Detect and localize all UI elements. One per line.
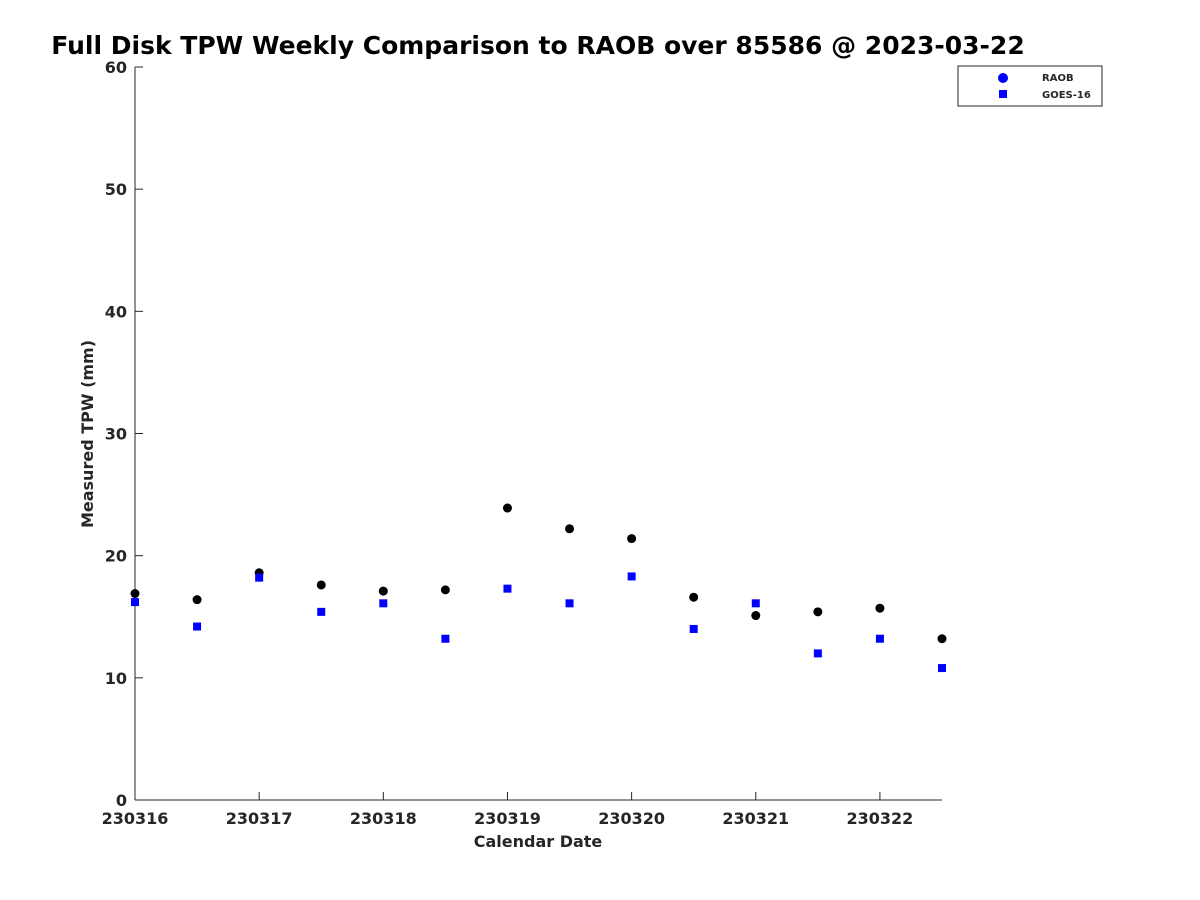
raob-point: [937, 634, 947, 644]
y-tick-label: 60: [105, 58, 127, 77]
goes-16-point: [503, 584, 512, 593]
y-tick-label: 20: [105, 547, 127, 566]
raob-point: [751, 611, 761, 621]
raob-point: [813, 607, 823, 617]
legend-goes-16-label: GOES-16: [1042, 90, 1091, 101]
y-tick-label: 50: [105, 180, 127, 199]
x-axis-label: Calendar Date: [474, 832, 603, 851]
x-tick-label: 230321: [722, 809, 789, 828]
goes-16-point: [255, 573, 264, 582]
raob-point: [627, 534, 637, 544]
legend-raob-marker: [998, 73, 1008, 83]
raob-point: [689, 592, 699, 602]
goes-16-point: [131, 598, 139, 607]
goes-16-point: [627, 572, 636, 581]
x-tick-label: 230322: [847, 809, 914, 828]
raob-point: [502, 503, 512, 513]
x-tick-label: 230319: [474, 809, 541, 828]
x-tick-label: 230316: [102, 809, 169, 828]
raob-point: [440, 585, 450, 595]
goes-16-point: [875, 634, 884, 643]
legend-box: [957, 65, 1103, 107]
y-ticks: 0 10 20 30 40 50 60: [105, 58, 143, 810]
goes-16-point: [565, 599, 574, 608]
goes-16-point: [938, 664, 946, 673]
series-goes-16: [131, 572, 946, 673]
y-axis-label: Measured TPW (mm): [78, 340, 97, 528]
series-raob: [130, 503, 947, 644]
x-ticks: 230316 230317 230318 230319 230320 230321 2303…: [102, 792, 914, 828]
goes-16-point: [317, 607, 326, 616]
raob-point: [565, 524, 575, 534]
goes-16-point: [751, 599, 760, 608]
y-tick-label: 10: [105, 669, 127, 688]
goes-16-point: [813, 649, 822, 658]
raob-point: [875, 603, 885, 613]
chart-title: Full Disk TPW Weekly Comparison to RAOB …: [51, 31, 1024, 60]
raob-point: [130, 589, 140, 599]
raob-point: [378, 586, 388, 596]
y-tick-label: 30: [105, 425, 127, 444]
y-tick-label: 0: [116, 791, 127, 810]
x-tick-label: 230318: [350, 809, 417, 828]
chart-axes: [134, 67, 942, 801]
legend: RAOB GOES-16: [957, 65, 1103, 107]
legend-raob-label: RAOB: [1042, 73, 1074, 84]
goes-16-point: [193, 622, 202, 631]
x-tick-label: 230317: [226, 809, 293, 828]
goes-16-point: [689, 624, 698, 633]
y-tick-label: 40: [105, 302, 127, 321]
goes-16-point: [441, 634, 450, 643]
legend-goes-16-marker: [999, 90, 1007, 98]
goes-16-point: [379, 599, 388, 608]
x-tick-label: 230320: [598, 809, 665, 828]
raob-point: [316, 580, 326, 590]
raob-point: [192, 595, 202, 605]
